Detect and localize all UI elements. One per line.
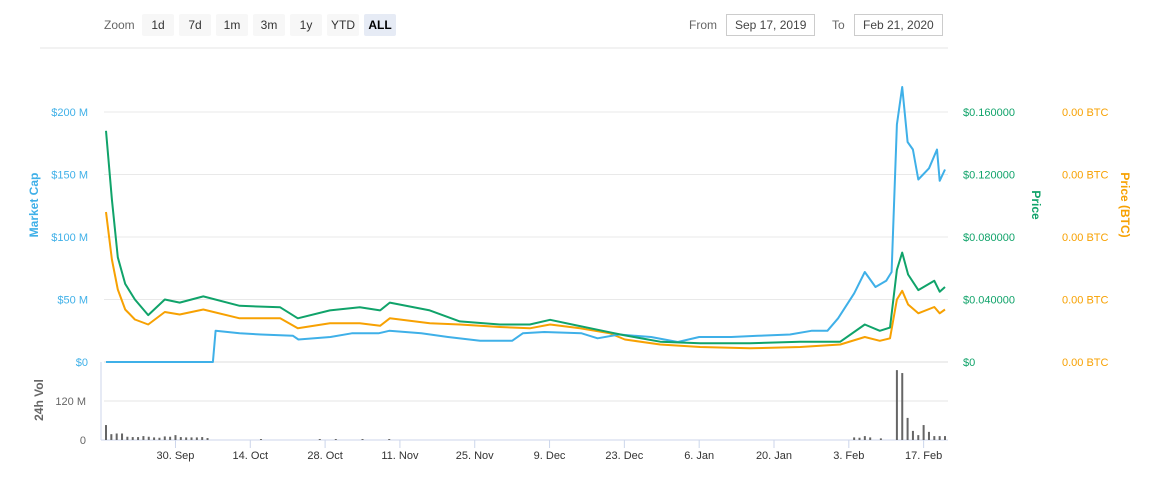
volume-bar: [853, 437, 856, 440]
volume-bar: [922, 425, 925, 440]
volume-tick-label: 0: [80, 435, 86, 447]
range-1d-button[interactable]: 1d: [142, 14, 174, 36]
x-tick-label: 30. Sep: [157, 450, 195, 462]
volume-bar: [388, 439, 391, 440]
market-cap-tick-label: $0: [76, 357, 88, 369]
volume-bar: [938, 436, 941, 440]
price-btc-tick-label: 0.00 BTC: [1062, 232, 1109, 244]
volume-bar: [121, 433, 124, 440]
price-tick-label: $0.080000: [963, 232, 1015, 244]
volume-bar: [206, 438, 209, 440]
volume-bar: [142, 436, 145, 440]
price-tick-label: $0: [963, 357, 975, 369]
volume-bar: [917, 435, 920, 440]
price-btc-tick-label: 0.00 BTC: [1062, 107, 1109, 119]
price-btc-tick-label: 0.00 BTC: [1062, 170, 1109, 182]
x-tick-label: 28. Oct: [307, 450, 342, 462]
volume-bar: [195, 437, 198, 440]
volume-bar: [944, 436, 946, 440]
market-cap-axis-title: Market Cap: [27, 173, 41, 238]
volume-bar: [895, 370, 898, 440]
volume-bar: [126, 436, 129, 440]
volume-bar: [131, 437, 134, 440]
price-btc-tick-label: 0.00 BTC: [1062, 295, 1109, 307]
volume-bar: [153, 437, 156, 440]
volume-bar: [147, 436, 150, 440]
to-date-input[interactable]: Feb 21, 2020: [854, 14, 943, 36]
volume-bar: [190, 437, 193, 440]
x-tick-label: 6. Jan: [684, 450, 714, 462]
zoom-label: Zoom: [104, 18, 135, 32]
volume-bar: [163, 436, 166, 440]
x-tick-label: 11. Nov: [381, 450, 419, 462]
volume-bar: [911, 430, 914, 440]
price-btc-axis-title: Price (BTC): [1118, 172, 1132, 237]
price-axis-title: Price: [1029, 190, 1043, 220]
volume-bar: [158, 437, 161, 440]
x-tick-label: 3. Feb: [833, 450, 864, 462]
from-date-input[interactable]: Sep 17, 2019: [726, 14, 816, 36]
price-btc-tick-label: 0.00 BTC: [1062, 357, 1109, 369]
volume-axis-title: 24h Vol: [32, 379, 46, 421]
x-tick-label: 20. Jan: [756, 450, 792, 462]
volume-bar: [933, 436, 936, 440]
volume-bar: [179, 437, 182, 440]
range-1m-button[interactable]: 1m: [216, 14, 248, 36]
to-label: To: [832, 18, 845, 32]
volume-bar: [901, 373, 904, 440]
volume-bar: [110, 434, 113, 440]
volume-bar: [259, 439, 262, 440]
price-tick-label: $0.160000: [963, 107, 1015, 119]
x-tick-label: 25. Nov: [456, 450, 494, 462]
volume-bar: [361, 439, 364, 440]
from-label: From: [689, 18, 717, 32]
volume-bar: [334, 439, 337, 440]
price-line: [105, 130, 946, 345]
volume-bar: [169, 436, 172, 440]
price-btc-line: [105, 211, 946, 350]
range-all-button[interactable]: ALL: [364, 14, 396, 36]
market-cap-line: [106, 86, 946, 363]
range-ytd-button[interactable]: YTD: [327, 14, 359, 36]
x-tick-label: 23. Dec: [605, 450, 643, 462]
volume-bar: [105, 425, 107, 440]
market-cap-tick-label: $200 M: [51, 107, 88, 119]
price-tick-label: $0.120000: [963, 170, 1015, 182]
range-1y-button[interactable]: 1y: [290, 14, 322, 36]
volume-bar: [906, 417, 909, 440]
volume-bar: [858, 437, 861, 440]
volume-bar: [927, 431, 930, 440]
market-cap-tick-label: $100 M: [51, 232, 88, 244]
price-tick-label: $0.040000: [963, 295, 1015, 307]
market-cap-tick-label: $150 M: [51, 170, 88, 182]
volume-tick-label: 120 M: [55, 396, 86, 408]
volume-bar: [201, 437, 204, 440]
market-cap-tick-label: $50 M: [57, 295, 88, 307]
x-tick-label: 14. Oct: [233, 450, 268, 462]
volume-bar: [115, 433, 118, 440]
volume-bar: [869, 437, 872, 440]
range-3m-button[interactable]: 3m: [253, 14, 285, 36]
volume-bar: [879, 438, 882, 440]
volume-bar: [185, 437, 188, 440]
volume-bar: [863, 436, 866, 440]
volume-bar: [137, 437, 140, 440]
volume-bar: [318, 439, 321, 440]
range-7d-button[interactable]: 7d: [179, 14, 211, 36]
x-tick-label: 17. Feb: [905, 450, 942, 462]
x-tick-label: 9. Dec: [534, 450, 566, 462]
volume-bar: [174, 435, 177, 440]
